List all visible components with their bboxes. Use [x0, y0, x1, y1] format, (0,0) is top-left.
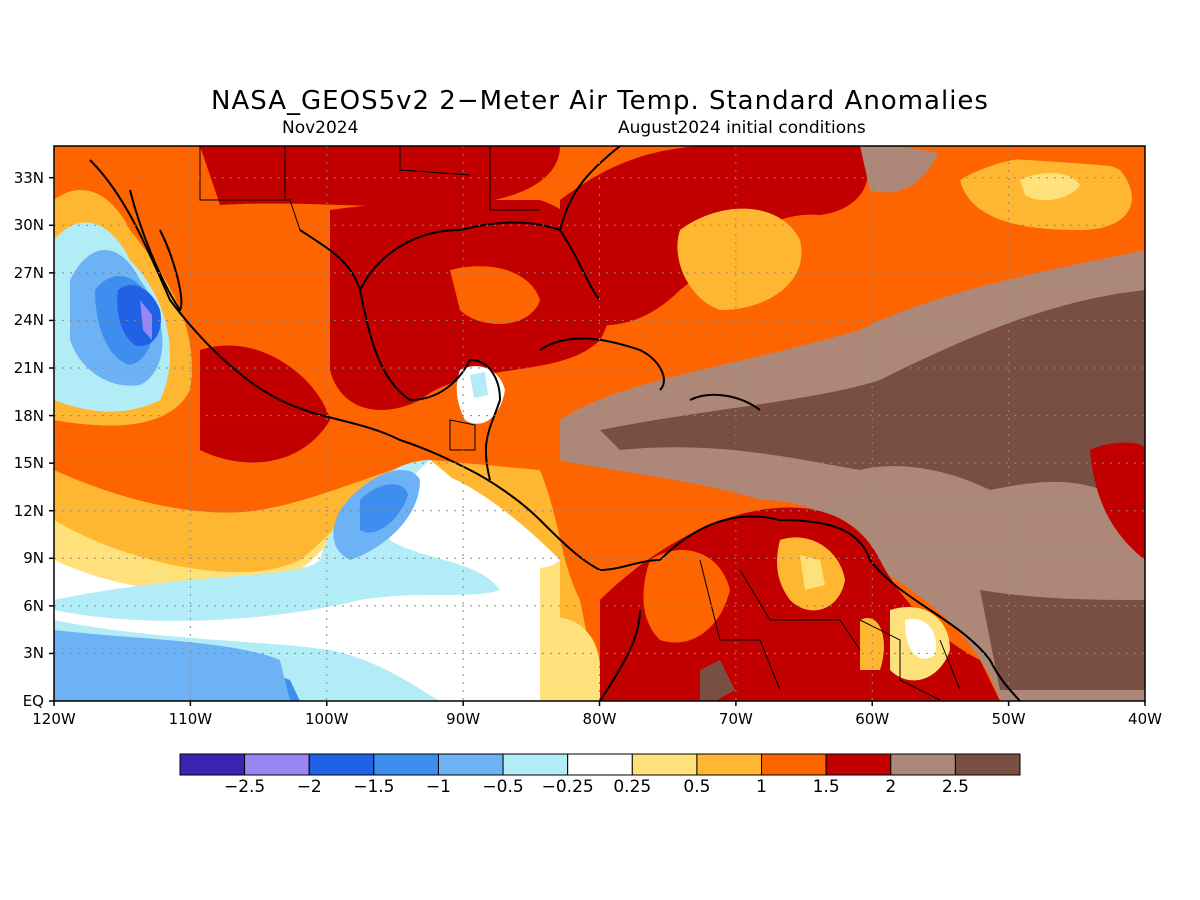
colorbar-label: 2: [885, 777, 897, 797]
lat-label: 12N: [13, 501, 44, 520]
lat-label: 24N: [13, 311, 44, 330]
lon-label: 50W: [991, 710, 1026, 728]
colorbar-swatch: [761, 753, 827, 776]
lon-label: 60W: [855, 710, 890, 728]
lon-label: 100W: [305, 710, 349, 728]
lat-label: 6N: [23, 596, 44, 615]
colorbar-swatch: [437, 753, 504, 776]
colorbar-label: −1: [425, 777, 451, 797]
colorbar-label: 0.25: [613, 777, 652, 797]
colorbar-swatch: [954, 753, 1021, 776]
axis-ticks: [49, 176, 1146, 706]
lon-label: 40W: [1128, 710, 1162, 728]
lon-label: 90W: [446, 710, 481, 728]
borders: [199, 146, 961, 701]
anomaly-field: [54, 146, 1145, 701]
colorbar-label: −2: [296, 777, 322, 797]
colorbar-swatch: [567, 753, 633, 776]
lon-label: 120W: [32, 710, 76, 728]
forecast-month: Nov2024: [282, 118, 359, 138]
lat-label: 18N: [13, 406, 44, 425]
lat-label: 27N: [13, 263, 44, 282]
gridlines: [54, 146, 1145, 701]
colorbar-swatch: [825, 753, 892, 776]
lat-label: 30N: [13, 216, 44, 235]
colorbar-label: −0.25: [541, 777, 594, 797]
colorbar-swatch: [244, 753, 310, 776]
coastlines: [89, 146, 1021, 701]
lon-label: 70W: [718, 710, 753, 728]
colorbar-label: 1: [756, 777, 767, 797]
colorbar: [179, 753, 1021, 776]
lon-label: 80W: [582, 710, 617, 728]
colorbar-label: −0.5: [482, 777, 524, 797]
colorbar-label: −1.5: [353, 777, 395, 797]
lat-label: 9N: [23, 549, 44, 568]
colorbar-swatch: [631, 753, 698, 776]
colorbar-swatch: [179, 753, 246, 776]
lat-label: EQ: [22, 692, 44, 710]
lat-label: 33N: [13, 168, 44, 187]
colorbar-swatch: [502, 753, 569, 776]
colorbar-label: 0.5: [683, 777, 711, 797]
lat-label: 15N: [13, 454, 44, 473]
map-title: NASA_GEOS5v2 2−Meter Air Temp. Standard …: [211, 86, 989, 116]
colorbar-swatch: [373, 753, 439, 776]
colorbar-label: 1.5: [812, 777, 840, 797]
colorbar-swatch: [890, 753, 956, 776]
lat-label: 3N: [23, 644, 44, 663]
colorbar-swatch: [696, 753, 763, 776]
colorbar-swatch: [308, 753, 375, 776]
initial-conditions: August2024 initial conditions: [618, 118, 866, 138]
lon-label: 110W: [168, 710, 213, 728]
colorbar-label: −2.5: [223, 777, 266, 797]
colorbar-label: 2.5: [941, 777, 969, 797]
lat-label: 21N: [13, 359, 44, 377]
